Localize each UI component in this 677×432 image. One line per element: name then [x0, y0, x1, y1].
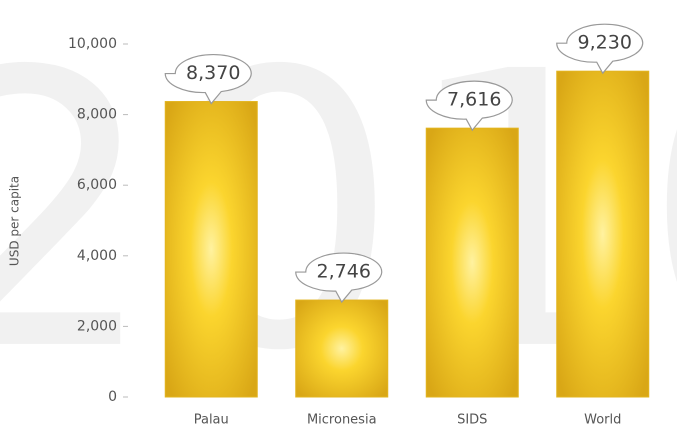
value-label: 2,746	[317, 261, 371, 283]
value-bubble	[425, 80, 513, 132]
y-axis-label: USD per capita	[8, 176, 22, 266]
y-tick-label: 6,000	[77, 177, 117, 193]
bar	[425, 127, 519, 398]
x-tick-label: Palau	[194, 413, 229, 428]
bar	[164, 101, 258, 398]
value-label: 9,230	[578, 32, 632, 54]
bar	[556, 70, 650, 398]
value-bubble	[164, 53, 252, 105]
value-bubble	[295, 252, 383, 304]
value-bubble	[556, 23, 644, 75]
y-tick-label: 0	[108, 389, 117, 405]
x-tick-label: Micronesia	[307, 413, 377, 428]
y-tick-label: 2,000	[77, 318, 117, 334]
y-tick-label: 4,000	[77, 248, 117, 264]
x-tick-label: World	[584, 413, 621, 428]
bar	[295, 299, 389, 398]
y-tick-label: 10,000	[68, 36, 117, 52]
value-label: 8,370	[186, 62, 240, 84]
y-tick-label: 8,000	[77, 107, 117, 123]
x-tick-label: SIDS	[457, 413, 487, 428]
value-label: 7,616	[447, 89, 501, 111]
